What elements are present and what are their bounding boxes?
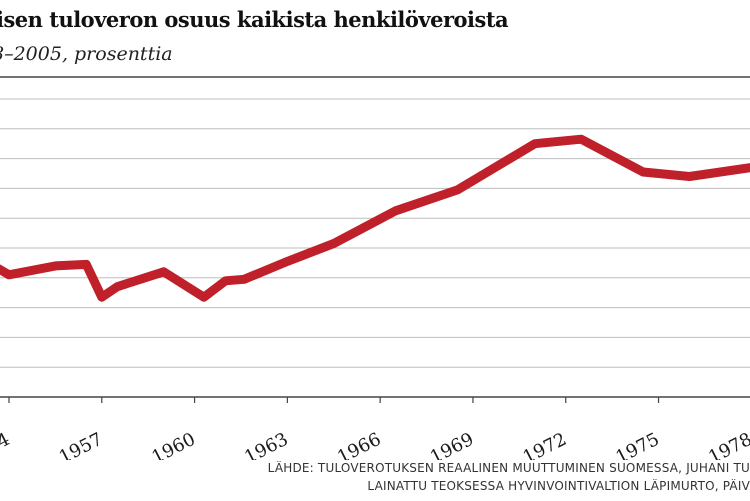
series-layer [0,134,750,302]
data-point [331,241,336,246]
x-tick-label: 1969 [427,429,477,460]
data-point [99,295,104,300]
x-tick-label: 1978 [705,429,750,460]
data-point [53,263,58,268]
gridlines [0,98,750,398]
line-chart: 9541957196019631966196919721975197819811… [0,76,750,460]
data-point [687,174,692,179]
x-tick-label: 1975 [612,429,662,460]
chart-title: isen tuloveron osuus kaikista henkilöver… [0,7,509,32]
x-tick-label: 1957 [56,429,106,460]
data-point [115,284,120,289]
x-tick-label: 1963 [241,429,291,460]
data-point [201,295,206,300]
series-line [0,134,750,302]
data-point [285,259,290,264]
source-note-line-1: LÄHDE: TULOVEROTUKSEN REAALINEN MUUTTUMI… [267,461,750,475]
data-point [532,141,537,146]
data-point [455,187,460,192]
x-tick-label: 1966 [334,429,384,460]
data-point [223,278,228,283]
x-axis: 9541957196019631966196919721975197819811… [0,397,750,460]
data-point [641,170,646,174]
source-note-line-2: LAINATTU TEOKSESSA HYVINVOINTIVALTION LÄ… [367,479,750,493]
data-point [579,137,584,142]
data-point [393,208,398,213]
chart-subtitle: 8–2005, prosenttia [0,43,173,65]
x-tick-label: 1960 [148,429,198,460]
data-point [242,277,247,282]
x-tick-label: 1972 [520,429,570,460]
data-point [7,272,11,277]
data-point [161,269,166,274]
data-point [84,262,89,267]
x-tick-label: 954 [0,429,13,460]
